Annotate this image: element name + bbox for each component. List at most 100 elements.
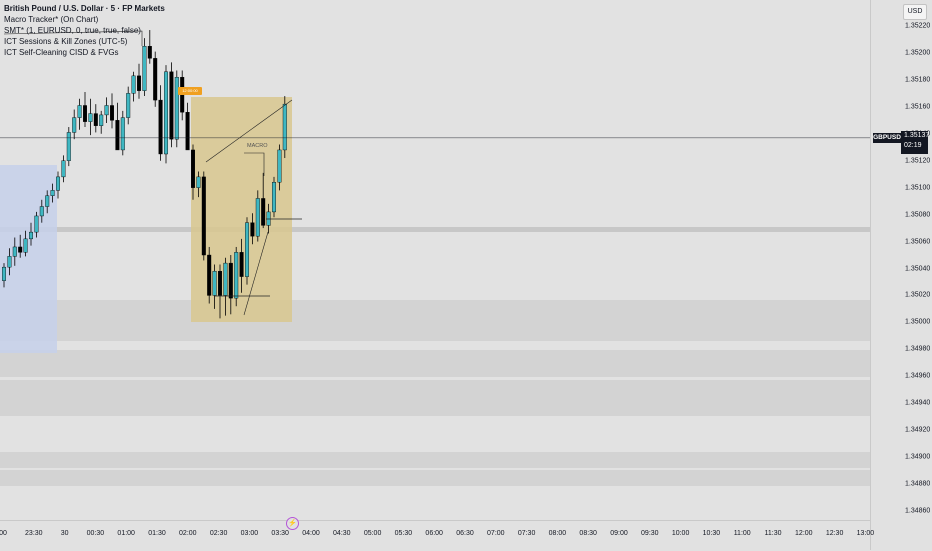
price-tick: 1.35160 [905,103,931,111]
bull-candle [88,113,93,122]
bull-candle [120,117,125,151]
bull-candle [282,103,287,151]
macro-bracket [244,152,265,176]
bear-candle [115,120,120,151]
bull-candle [34,215,39,233]
time-tick: 10:00 [671,530,690,537]
price-tick: 1.35180 [905,76,931,84]
bull-candle [61,160,66,178]
indicator-ict-sessions[interactable]: ICT Sessions & Kill Zones (UTC-5) [4,37,128,46]
time-tick: 01:00 [117,530,135,537]
bull-candle [234,252,239,299]
macro-label: MACRO [247,143,268,149]
price-tick: 1.35220 [905,22,931,30]
bear-candle [147,46,152,59]
bull-candle [72,117,77,133]
bear-candle [190,149,195,188]
price-tick: 1.34880 [905,480,931,488]
lightning-icon[interactable]: ⚡ [286,517,299,530]
bear-candle [158,99,163,155]
bear-candle [228,262,233,299]
bear-candle [261,198,266,226]
time-tick: 12:30 [825,530,844,537]
time-tick: 06:00 [425,530,443,537]
time-axis[interactable]: 00 23:30 30 00:30 01:00 01:30 02:00 02:30 03:00 0… [0,520,874,551]
session-band [0,470,870,486]
price-tick: 1.34940 [905,399,931,407]
bear-candle [217,270,222,296]
macro-trend-line [205,99,293,163]
bear-candle [153,58,158,101]
bull-candle [99,114,104,126]
bear-candle [109,105,114,121]
time-tick: 09:00 [610,530,628,537]
bear-candle [239,252,244,277]
bull-candle [66,132,71,161]
time-tick: 10:30 [702,530,721,537]
price-tick: 1.35000 [905,318,931,326]
session-band [0,300,870,341]
bull-candle [39,206,44,217]
bull-candle [45,195,50,207]
bull-candle [104,105,109,116]
time-tick: 03:30 [271,530,289,537]
time-tick: 01:30 [148,530,166,537]
bull-candle [174,76,179,140]
price-tick: 1.35080 [905,211,931,219]
time-tick: 03:00 [240,530,259,537]
bull-candle [196,176,201,188]
symbol-title[interactable]: British Pound / U.S. Dollar · 5 · FP Mar… [4,4,165,13]
current-price-badge: 1.35137 02:19 [901,131,930,154]
chart-legend: British Pound / U.S. Dollar · 5 · FP Mar… [4,3,165,58]
price-tick: 1.35040 [905,265,931,272]
current-price-value: 1.35137 [904,132,930,139]
bear-candle [93,113,98,126]
time-tick: 30 [60,530,69,537]
macro-trend-line [243,231,269,316]
price-tick: 1.35100 [905,184,931,192]
price-tick: 1.35200 [905,49,931,57]
bull-candle [126,93,131,118]
bull-candle [277,149,282,183]
price-tick: 1.34960 [905,372,931,380]
session-band [0,452,870,468]
chart-canvas[interactable] [0,0,870,520]
price-tick: 1.34920 [905,426,931,434]
currency-button[interactable]: USD [903,4,927,20]
time-tick: 00 [0,530,7,537]
bear-candle [201,176,206,256]
time-tick: 02:30 [209,530,228,537]
chart-area[interactable]: 12:00:00 MACRO British Pound / U.S. Doll… [0,0,870,520]
bull-candle [12,246,17,257]
session-band [0,380,870,392]
time-tick: 06:30 [456,530,474,537]
bull-candle [23,238,28,253]
session-time-tag: 12:00:00 [178,87,202,95]
price-tick: 1.35020 [905,291,931,299]
bull-candle [212,270,217,296]
time-tick: 08:00 [548,530,567,537]
time-tick: 11:00 [733,530,751,537]
time-tick: 02:00 [179,530,197,537]
session-band [0,350,870,377]
bear-candle [185,112,190,151]
bull-candle [272,182,277,213]
bear-candle [18,246,23,253]
time-tick: 00:30 [86,530,105,537]
bear-candle [250,222,255,237]
price-axis[interactable]: 1.352201.352001.351801.351601.351401.351… [870,0,932,550]
price-tick: 1.35060 [905,238,931,246]
bull-candle [131,75,136,94]
time-tick: 07:30 [517,530,536,537]
bull-candle [163,71,168,155]
bull-candle [50,190,55,196]
indicator-macro-tracker[interactable]: Macro Tracker* (On Chart) [4,15,99,24]
time-tick: 07:00 [487,530,505,537]
bull-candle [77,105,82,118]
symbol-badge: GBPUSD [873,133,901,143]
time-tick: 05:00 [363,530,382,537]
indicator-ict-cisd-fvgs[interactable]: ICT Self-Cleaning CISD & FVGs [4,48,119,57]
time-tick: 11:30 [764,530,782,537]
bear-candle [82,105,87,122]
indicator-smt[interactable]: SMT* (1, EURUSD, 0, true, true, false) [4,26,141,35]
